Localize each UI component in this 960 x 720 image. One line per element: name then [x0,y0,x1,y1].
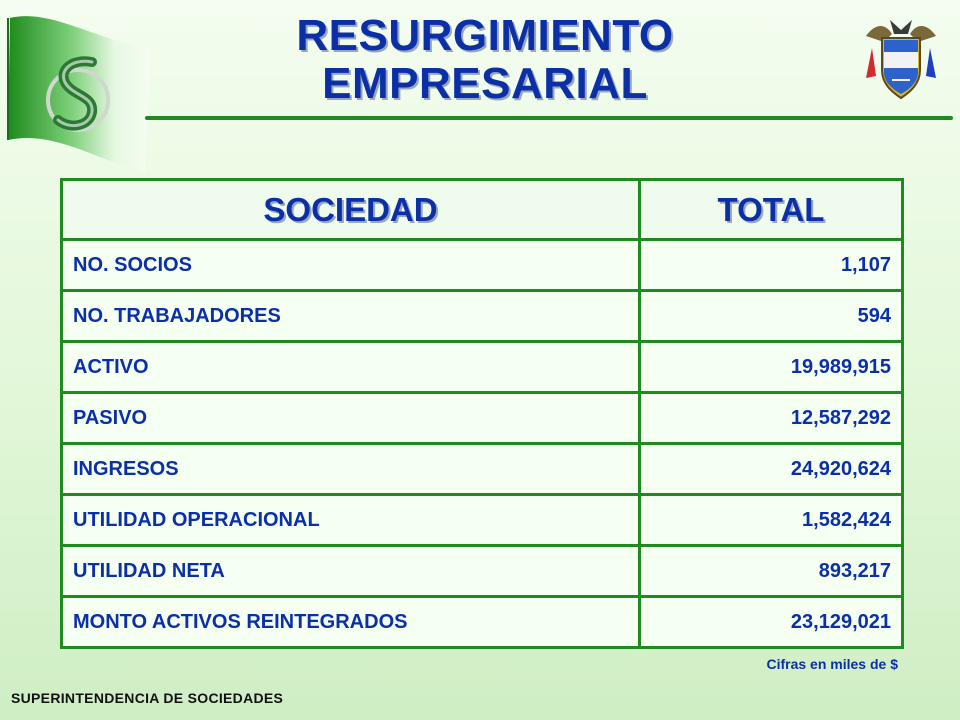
row-label: ACTIVO [60,340,641,394]
table-row: UTILIDAD OPERACIONAL 1,582,424 [60,493,904,547]
row-label: NO. SOCIOS [60,238,641,292]
table-row: INGRESOS 24,920,624 [60,442,904,496]
table-row: PASIVO 12,587,292 [60,391,904,445]
row-label: PASIVO [60,391,641,445]
row-value: 1,582,424 [638,493,904,547]
superintendencia-flag-logo-icon [7,16,150,172]
row-label: NO. TRABAJADORES [60,289,641,343]
table-row: NO. SOCIOS 1,107 [60,238,904,292]
table-row: MONTO ACTIVOS REINTEGRADOS 23,129,021 [60,595,904,649]
row-value: 12,587,292 [638,391,904,445]
header-total: TOTAL [638,178,904,241]
table-row: ACTIVO 19,989,915 [60,340,904,394]
header-sociedad: SOCIEDAD [60,178,641,241]
row-label: UTILIDAD NETA [60,544,641,598]
row-label: INGRESOS [60,442,641,496]
row-value: 24,920,624 [638,442,904,496]
title-line-2: EMPRESARIAL [322,59,648,108]
page-title: RESURGIMIENTO EMPRESARIAL [240,12,730,108]
row-value: 1,107 [638,238,904,292]
row-label: UTILIDAD OPERACIONAL [60,493,641,547]
row-value: 23,129,021 [638,595,904,649]
data-table: SOCIEDAD TOTAL NO. SOCIOS 1,107 NO. TRAB… [60,178,904,649]
colombia-coat-of-arms-icon [866,20,936,100]
figures-footnote: Cifras en miles de $ [766,656,898,672]
table-row: UTILIDAD NETA 893,217 [60,544,904,598]
row-label: MONTO ACTIVOS REINTEGRADOS [60,595,641,649]
organization-footer: SUPERINTENDENCIA DE SOCIEDADES [11,690,284,706]
title-underline [145,116,953,120]
row-value: 19,989,915 [638,340,904,394]
title-line-1: RESURGIMIENTO [296,11,674,60]
row-value: 893,217 [638,544,904,598]
table-row: NO. TRABAJADORES 594 [60,289,904,343]
table-header-row: SOCIEDAD TOTAL [60,178,904,241]
row-value: 594 [638,289,904,343]
